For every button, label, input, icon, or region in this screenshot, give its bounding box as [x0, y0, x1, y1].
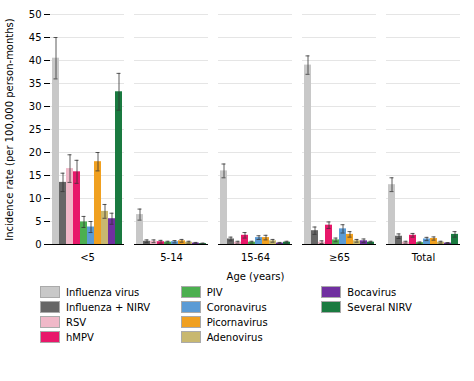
- svg-text:25: 25: [29, 124, 42, 135]
- svg-text:40: 40: [29, 55, 42, 66]
- svg-text:45: 45: [29, 32, 42, 43]
- svg-text:35: 35: [29, 78, 42, 89]
- html-text:Influenza + NIRV: Influenza + NIRV: [66, 301, 151, 313]
- svg-text:<5: <5: [80, 252, 95, 263]
- svg-text:0: 0: [35, 239, 41, 250]
- svg-text:Incidence rate (per 100,000 pe: Incidence rate (per 100,000 person-month…: [4, 18, 15, 240]
- svg-text:5-14: 5-14: [160, 252, 183, 263]
- html-text:Bocavirus: Bocavirus: [347, 286, 397, 298]
- html-text:Influenza virus: Influenza virus: [66, 286, 140, 298]
- svg-text:5: 5: [35, 216, 41, 227]
- svg-text:10: 10: [29, 193, 42, 204]
- html-text:Coronavirus: Coronavirus: [206, 301, 267, 313]
- html-text:Picornavirus: Picornavirus: [206, 316, 268, 328]
- html-text:RSV: RSV: [66, 316, 87, 328]
- svg-text:20: 20: [29, 147, 42, 158]
- svg-text:30: 30: [29, 101, 42, 112]
- svg-text:50: 50: [29, 9, 42, 20]
- html-text:hMPV: hMPV: [66, 331, 94, 343]
- html-text:Several NIRV: Several NIRV: [347, 301, 412, 313]
- svg-text:Total: Total: [411, 252, 435, 263]
- html-text:Adenovirus: Adenovirus: [206, 331, 263, 343]
- svg-text:≥65: ≥65: [329, 252, 350, 263]
- svg-text:Age (years): Age (years): [227, 271, 285, 282]
- svg-text:15-64: 15-64: [241, 252, 270, 263]
- svg-text:15: 15: [29, 170, 42, 181]
- html-text:PIV: PIV: [206, 286, 223, 298]
